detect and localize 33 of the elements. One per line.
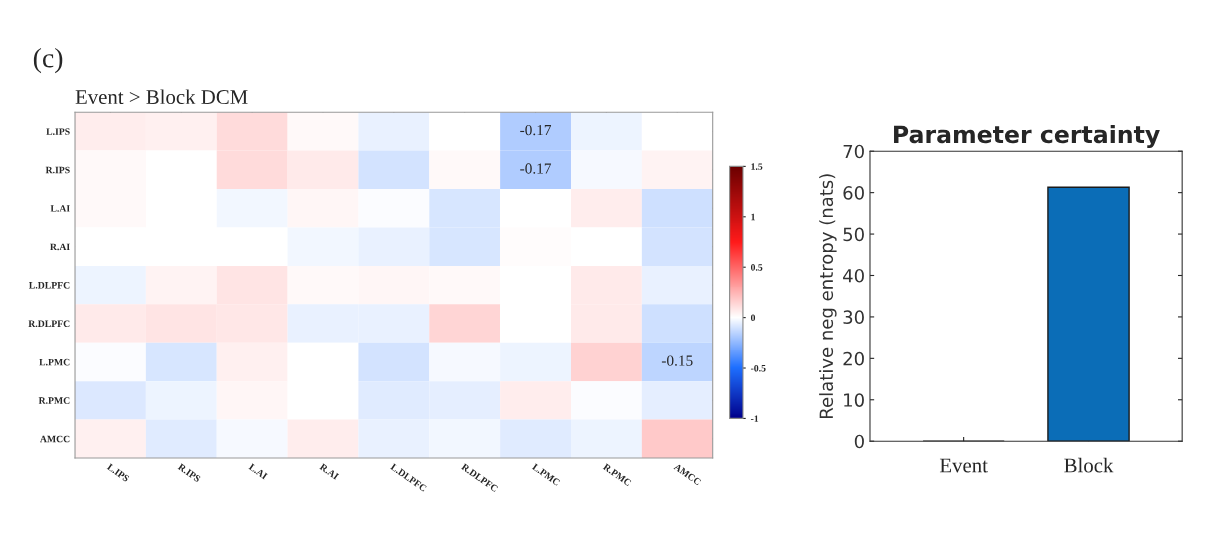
y-tick-label: 40 bbox=[843, 268, 864, 283]
data-label: -0.17 bbox=[520, 124, 552, 136]
y-tick-label: L.PMC bbox=[39, 358, 70, 366]
y-tick-label: R.IPS bbox=[45, 166, 70, 174]
y-tick-label: R.DLPFC bbox=[28, 320, 70, 328]
chart-title: Event > Block DCM bbox=[75, 89, 248, 105]
x-tick-label: Block bbox=[1064, 457, 1114, 473]
y-tick-label: L.IPS bbox=[46, 128, 70, 135]
data-label: -0.17 bbox=[520, 163, 552, 174]
color-bar-label: 0.5 bbox=[750, 264, 763, 271]
y-tick-label: 30 bbox=[843, 310, 864, 325]
y-tick-label: 0 bbox=[854, 434, 864, 449]
color-bar-label: 1 bbox=[751, 213, 755, 221]
y-tick-label: R.AI bbox=[50, 243, 70, 251]
y-tick-label: 60 bbox=[843, 186, 864, 200]
y-tick-label: 20 bbox=[843, 351, 864, 366]
y-tick-label: L.AI bbox=[50, 205, 70, 212]
color-bar-label: 1.5 bbox=[751, 163, 763, 170]
x-tick-label: L.AI bbox=[248, 463, 268, 480]
color-bar-label: -0.5 bbox=[750, 364, 766, 372]
y-axis-title: Relative neg entropy (nats) bbox=[819, 174, 837, 418]
y-tick-label: 70 bbox=[843, 144, 864, 159]
y-tick-label: 50 bbox=[843, 227, 864, 242]
y-tick-label: R.PMC bbox=[38, 397, 70, 404]
y-tick-label: L.DLPFC bbox=[29, 282, 70, 289]
y-tick-label: 10 bbox=[844, 393, 864, 407]
data-label: -0.15 bbox=[661, 355, 693, 366]
y-tick-label: AMCC bbox=[40, 435, 70, 443]
chart-title: Parameter certainty bbox=[894, 124, 1160, 148]
x-tick-label: Event bbox=[939, 458, 988, 473]
text: (c) bbox=[33, 47, 63, 74]
color-bar-label: 0 bbox=[750, 314, 756, 322]
color-bar-label: -1 bbox=[750, 415, 759, 422]
